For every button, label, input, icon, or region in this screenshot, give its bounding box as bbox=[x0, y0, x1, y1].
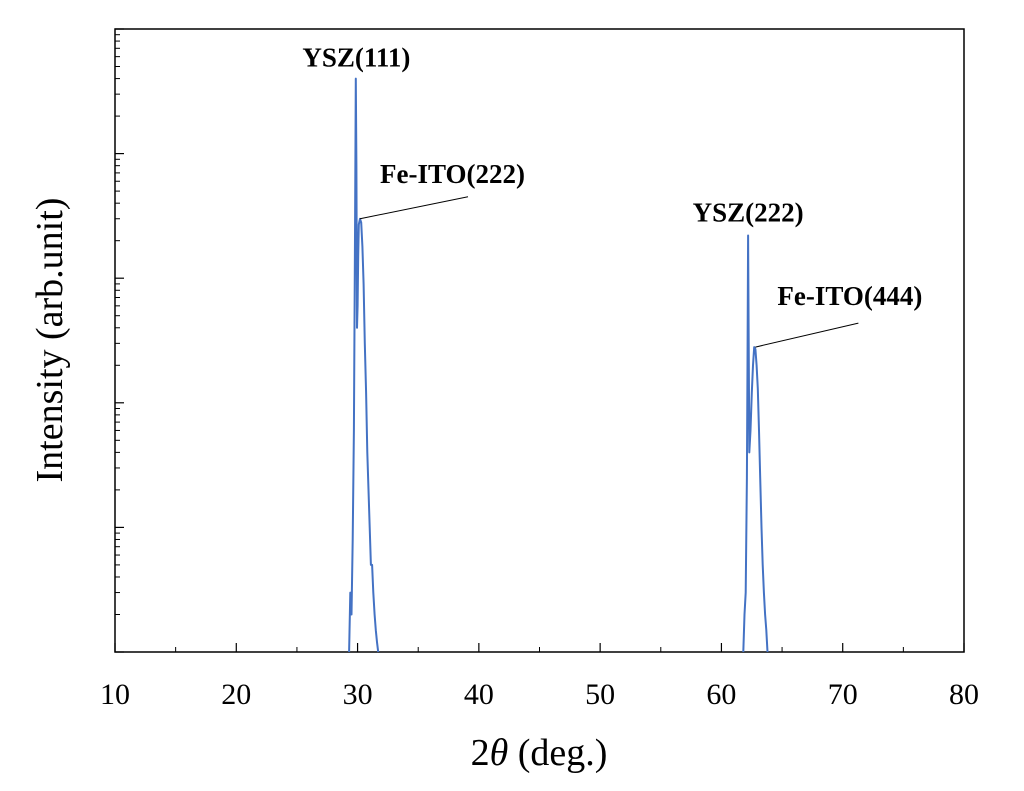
annotations-group: YSZ(111) Fe-ITO(222) YSZ(222) Fe-ITO(444) bbox=[302, 43, 922, 348]
annotation-label: Fe-ITO(222) bbox=[380, 159, 525, 189]
annotation-leader bbox=[359, 196, 469, 220]
x-tick-label: 30 bbox=[343, 678, 373, 711]
x-axis-title: 2θ (deg.) bbox=[471, 732, 608, 774]
x-axis-ticks bbox=[114, 643, 965, 652]
x-tick-label: 70 bbox=[828, 678, 858, 711]
y-axis-ticks bbox=[115, 28, 124, 653]
annotation-leader bbox=[755, 322, 859, 348]
series-group bbox=[348, 77, 769, 653]
x-axis-tick-labels: 10 20 30 40 50 60 70 80 bbox=[100, 678, 979, 711]
x-tick-label: 50 bbox=[585, 678, 615, 711]
y-axis-title: Intensity (arb.unit) bbox=[29, 198, 71, 483]
x-tick-label: 10 bbox=[100, 678, 130, 711]
plot-frame bbox=[114, 28, 965, 653]
x-tick-label: 80 bbox=[949, 678, 979, 711]
x-tick-label: 20 bbox=[221, 678, 251, 711]
annotation-label: YSZ(111) bbox=[302, 43, 410, 73]
x-tick-label: 40 bbox=[464, 678, 494, 711]
series-line bbox=[348, 77, 380, 653]
x-tick-label: 60 bbox=[706, 678, 736, 711]
series-line bbox=[742, 234, 769, 653]
annotation-label: YSZ(222) bbox=[693, 198, 804, 228]
annotation-label: Fe-ITO(444) bbox=[777, 281, 922, 311]
